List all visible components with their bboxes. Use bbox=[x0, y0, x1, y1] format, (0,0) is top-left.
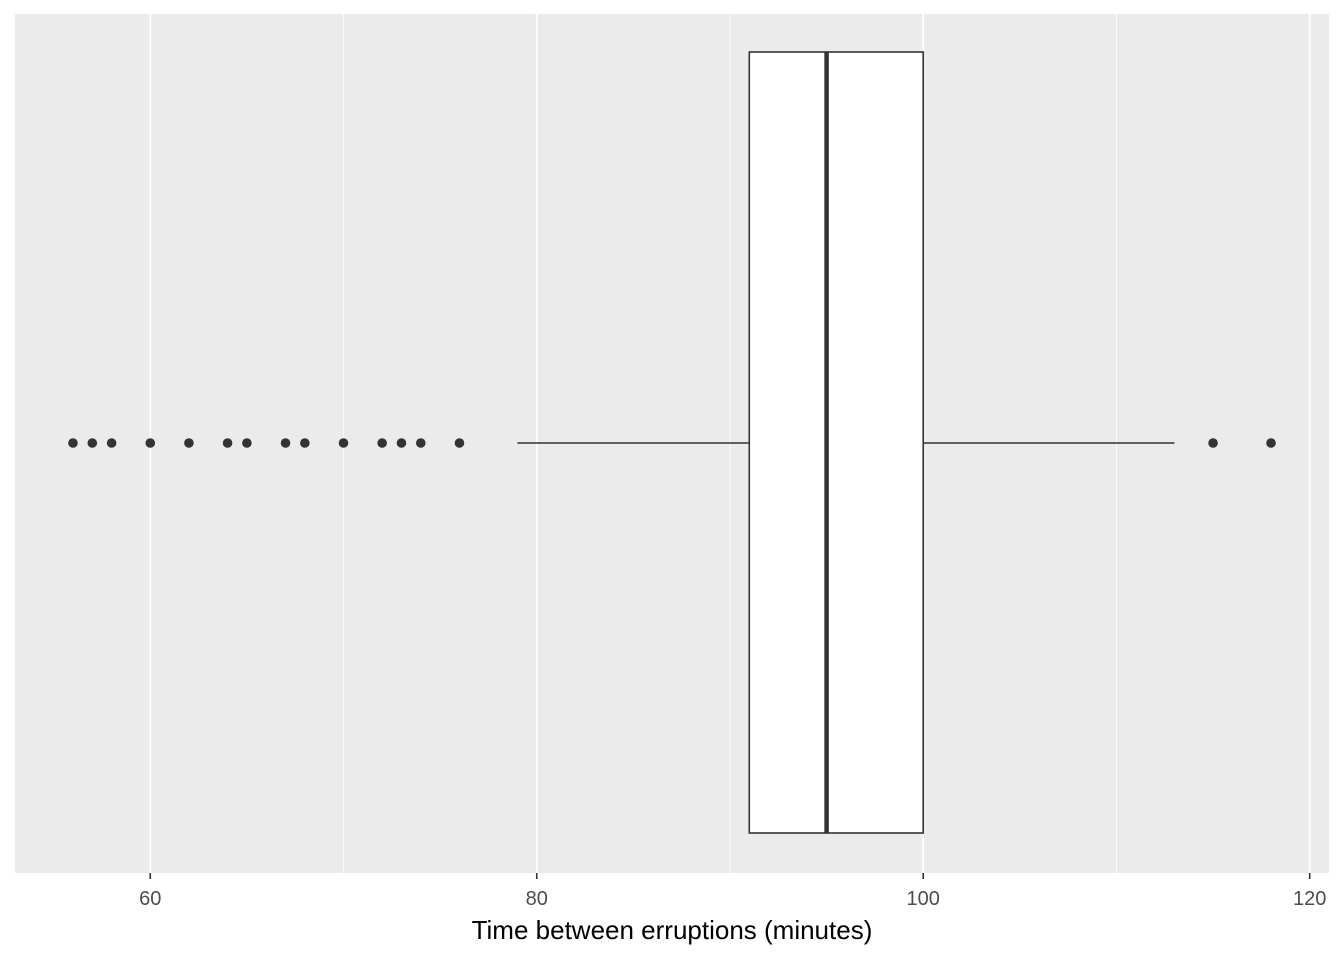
boxplot bbox=[517, 51, 1175, 834]
outlier-point bbox=[300, 438, 310, 448]
outlier-point bbox=[1266, 438, 1276, 448]
outlier-point bbox=[106, 438, 117, 448]
outlier-point bbox=[222, 438, 233, 448]
outlier-point bbox=[396, 438, 407, 448]
outlier-point bbox=[377, 438, 387, 448]
outlier-point bbox=[280, 438, 291, 448]
x-tick-label: 60 bbox=[139, 888, 161, 910]
outlier-point bbox=[87, 438, 98, 448]
outlier-point bbox=[454, 438, 465, 448]
x-tick-label: 100 bbox=[907, 888, 940, 910]
outlier-point bbox=[68, 438, 78, 448]
outlier-point bbox=[415, 438, 426, 448]
outlier-point bbox=[242, 438, 252, 448]
outlier-points bbox=[68, 438, 1276, 448]
x-axis: 60 80 100 120 bbox=[139, 873, 1326, 910]
x-axis-title: Time between erruptions (minutes) bbox=[472, 915, 873, 945]
x-tick-label: 120 bbox=[1293, 888, 1326, 910]
outlier-point bbox=[184, 438, 194, 448]
interquartile-box bbox=[748, 51, 925, 834]
outlier-point bbox=[338, 438, 349, 448]
outlier-point bbox=[1208, 438, 1218, 448]
outlier-point bbox=[145, 438, 156, 448]
x-tick-label: 80 bbox=[526, 888, 548, 910]
